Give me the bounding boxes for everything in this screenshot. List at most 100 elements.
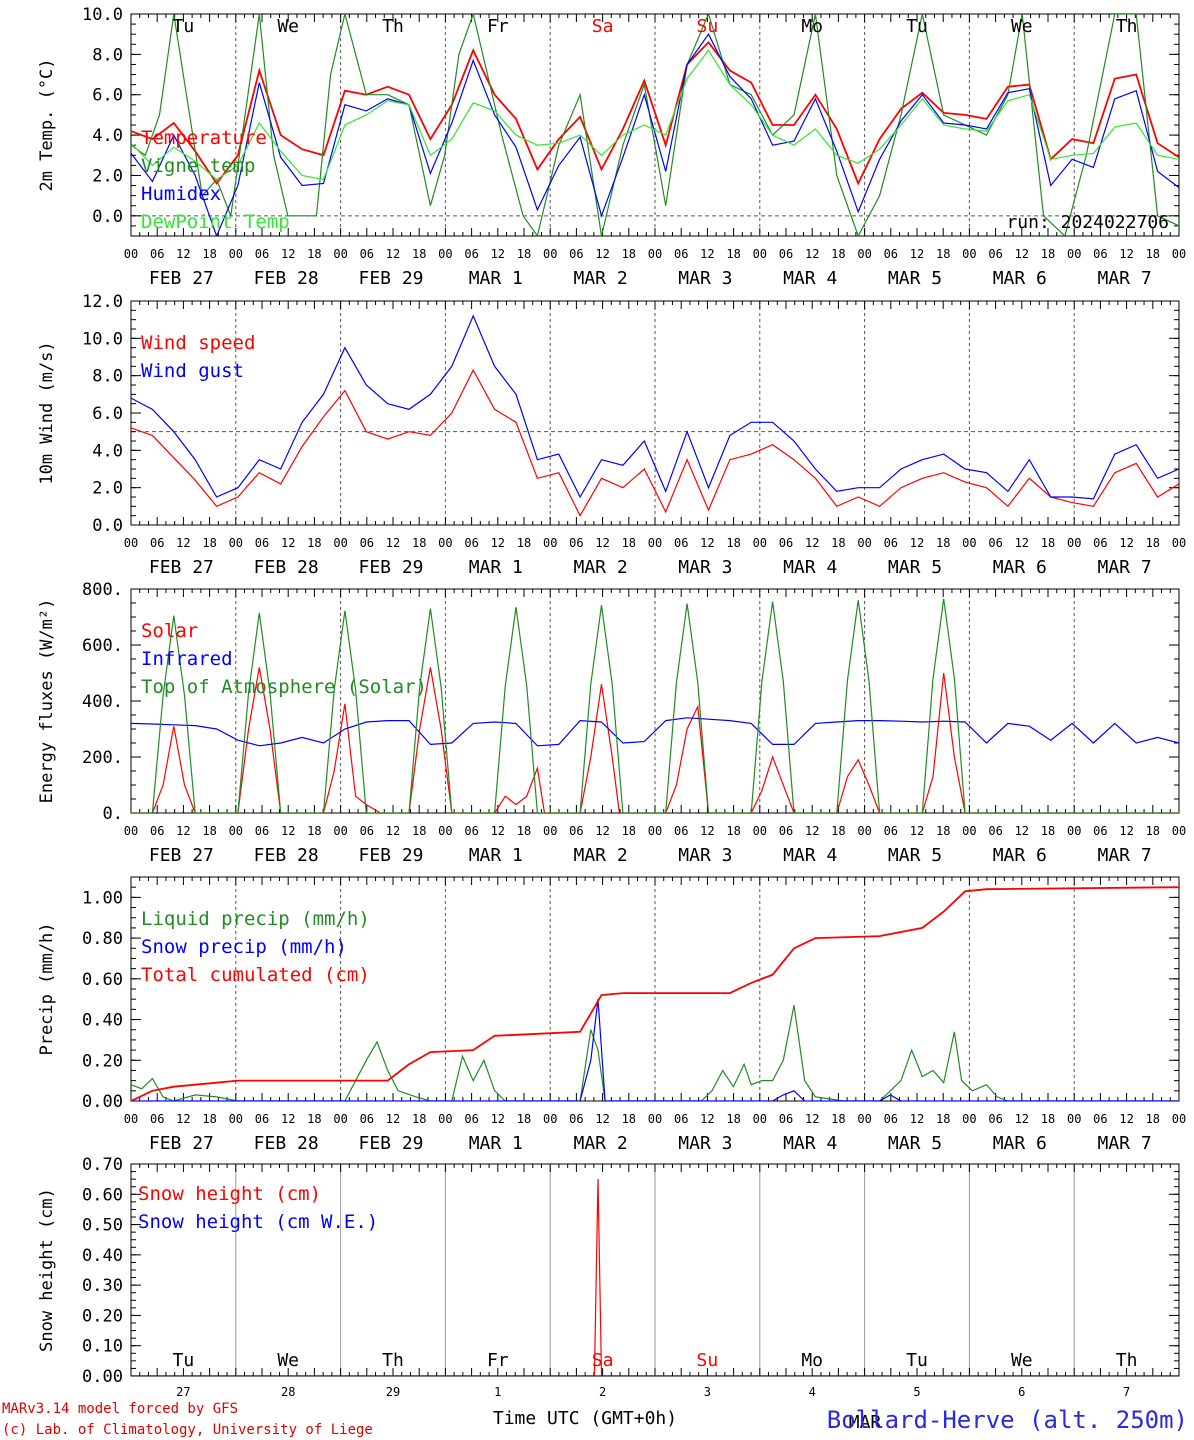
legend-entry: Total cumulated (cm) <box>141 964 370 986</box>
day-of-week-label: Fr <box>487 16 509 37</box>
panel-precip: 1.00 0.80 0.60 0.40 0.20 0.00 Precip (mm/h) Liq… <box>37 876 1186 1154</box>
hour-tick-label: 12 <box>700 1112 714 1126</box>
hour-tick-label: 00 <box>857 1112 871 1126</box>
hour-tick-label: 12 <box>1119 1112 1133 1126</box>
legend-entry: Liquid precip (mm/h) <box>141 908 370 930</box>
hour-tick-label: 18 <box>517 824 531 838</box>
hour-tick-label: 06 <box>674 824 688 838</box>
footer-lab-text: (c) Lab. of Climatology, University of L… <box>2 1422 373 1438</box>
hour-tick-label: 18 <box>936 536 950 550</box>
series-line-precip-2 <box>131 886 1179 1101</box>
hour-tick-label: 12 <box>1119 824 1133 838</box>
y-tick-label: 0.60 <box>82 1185 123 1205</box>
date-label: MAR 2 <box>574 557 628 578</box>
day-of-week-label: Mo <box>801 1350 823 1371</box>
hour-tick-label: 12 <box>910 247 924 261</box>
hour-tick-label: 06 <box>255 536 269 550</box>
date-label: MAR 5 <box>888 845 942 866</box>
day-of-week-label: Th <box>382 16 404 37</box>
y-tick-label: 2.0 <box>92 166 123 186</box>
hour-tick-label: 12 <box>910 824 924 838</box>
hour-tick-label: 18 <box>517 247 531 261</box>
hour-tick-label: 18 <box>936 1112 950 1126</box>
y-tick-label: 10.0 <box>82 329 123 349</box>
date-label: MAR 1 <box>469 268 523 289</box>
hour-tick-label: 00 <box>333 247 347 261</box>
hour-tick-label: 18 <box>307 247 321 261</box>
date-label: MAR 5 <box>888 557 942 578</box>
hour-tick-label: 18 <box>831 1112 845 1126</box>
hour-tick-label: 18 <box>936 247 950 261</box>
hour-tick-label: 06 <box>150 247 164 261</box>
hour-tick-label: 12 <box>805 247 819 261</box>
day-number-label: 4 <box>809 1385 816 1399</box>
date-label: FEB 28 <box>254 1133 319 1154</box>
y-axis-label: Precip (mm/h) <box>37 922 57 1055</box>
hour-tick-label: 00 <box>1172 1112 1186 1126</box>
date-label: MAR 2 <box>574 1133 628 1154</box>
date-label: MAR 3 <box>678 557 732 578</box>
legend-entry: Snow precip (mm/h) <box>141 936 347 958</box>
date-label: FEB 28 <box>254 268 319 289</box>
y-tick-label: 4.0 <box>92 441 123 461</box>
date-label: MAR 2 <box>574 268 628 289</box>
legend-entry: Snow height (cm) <box>138 1183 321 1205</box>
hour-tick-label: 06 <box>360 824 374 838</box>
hour-tick-label: 18 <box>412 824 426 838</box>
legend-entry: Wind speed <box>141 332 255 354</box>
hour-tick-label: 12 <box>176 536 190 550</box>
date-label: MAR 7 <box>1098 557 1152 578</box>
hour-tick-label: 06 <box>464 1112 478 1126</box>
hour-tick-label: 06 <box>779 247 793 261</box>
hour-tick-label: 06 <box>884 247 898 261</box>
month-label: MAR <box>849 1412 882 1433</box>
station-label: Bollard-Herve (alt. 250m) <box>827 1406 1188 1434</box>
day-of-week-label: We <box>1011 16 1033 37</box>
hour-tick-label: 06 <box>360 1112 374 1126</box>
day-of-week-label: Tu <box>173 16 195 37</box>
date-label: MAR 4 <box>783 268 837 289</box>
x-axis-label: Time UTC (GMT+0h) <box>493 1408 677 1429</box>
y-tick-label: 6.0 <box>92 404 123 424</box>
hour-tick-label: 00 <box>438 247 452 261</box>
hour-tick-label: 18 <box>622 1112 636 1126</box>
hour-tick-label: 18 <box>726 1112 740 1126</box>
hour-tick-label: 00 <box>124 247 138 261</box>
hour-tick-label: 06 <box>1093 1112 1107 1126</box>
y-tick-label: 0.0 <box>92 516 123 536</box>
hour-tick-label: 12 <box>805 824 819 838</box>
hour-tick-label: 00 <box>1067 536 1081 550</box>
day-of-week-label: Th <box>382 1350 404 1371</box>
hour-tick-label: 00 <box>229 824 243 838</box>
date-label: MAR 6 <box>993 845 1047 866</box>
hour-tick-label: 00 <box>753 536 767 550</box>
y-tick-label: 800. <box>82 580 123 600</box>
hour-tick-label: 12 <box>1015 536 1029 550</box>
hour-tick-label: 00 <box>438 1112 452 1126</box>
y-tick-label: 0.70 <box>82 1155 123 1175</box>
day-of-week-label: Sa <box>592 16 614 37</box>
panel-temp: 10.0 8.0 6.0 4.0 2.0 0.0 2m Temp. (°C) Temperat… <box>37 5 1186 289</box>
hour-tick-label: 00 <box>962 536 976 550</box>
hour-tick-label: 06 <box>569 824 583 838</box>
legend-entry: Infrared <box>141 648 233 670</box>
date-label: FEB 29 <box>358 845 423 866</box>
footer-model-text: MARv3.14 model forced by GFS <box>2 1401 238 1417</box>
hour-tick-label: 12 <box>386 247 400 261</box>
date-label: MAR 3 <box>678 268 732 289</box>
hour-tick-label: 06 <box>150 824 164 838</box>
hour-tick-label: 06 <box>569 1112 583 1126</box>
hour-tick-label: 12 <box>386 824 400 838</box>
date-label: MAR 2 <box>574 845 628 866</box>
hour-tick-label: 12 <box>491 1112 505 1126</box>
hour-tick-label: 18 <box>1041 824 1055 838</box>
hour-tick-label: 00 <box>229 1112 243 1126</box>
hour-tick-label: 06 <box>674 247 688 261</box>
day-number-label: 6 <box>1018 1385 1025 1399</box>
hour-tick-label: 18 <box>726 247 740 261</box>
hour-tick-label: 18 <box>412 1112 426 1126</box>
hour-tick-label: 18 <box>307 536 321 550</box>
date-label: MAR 3 <box>678 845 732 866</box>
day-of-week-label: Mo <box>801 16 823 37</box>
date-label: FEB 28 <box>254 557 319 578</box>
